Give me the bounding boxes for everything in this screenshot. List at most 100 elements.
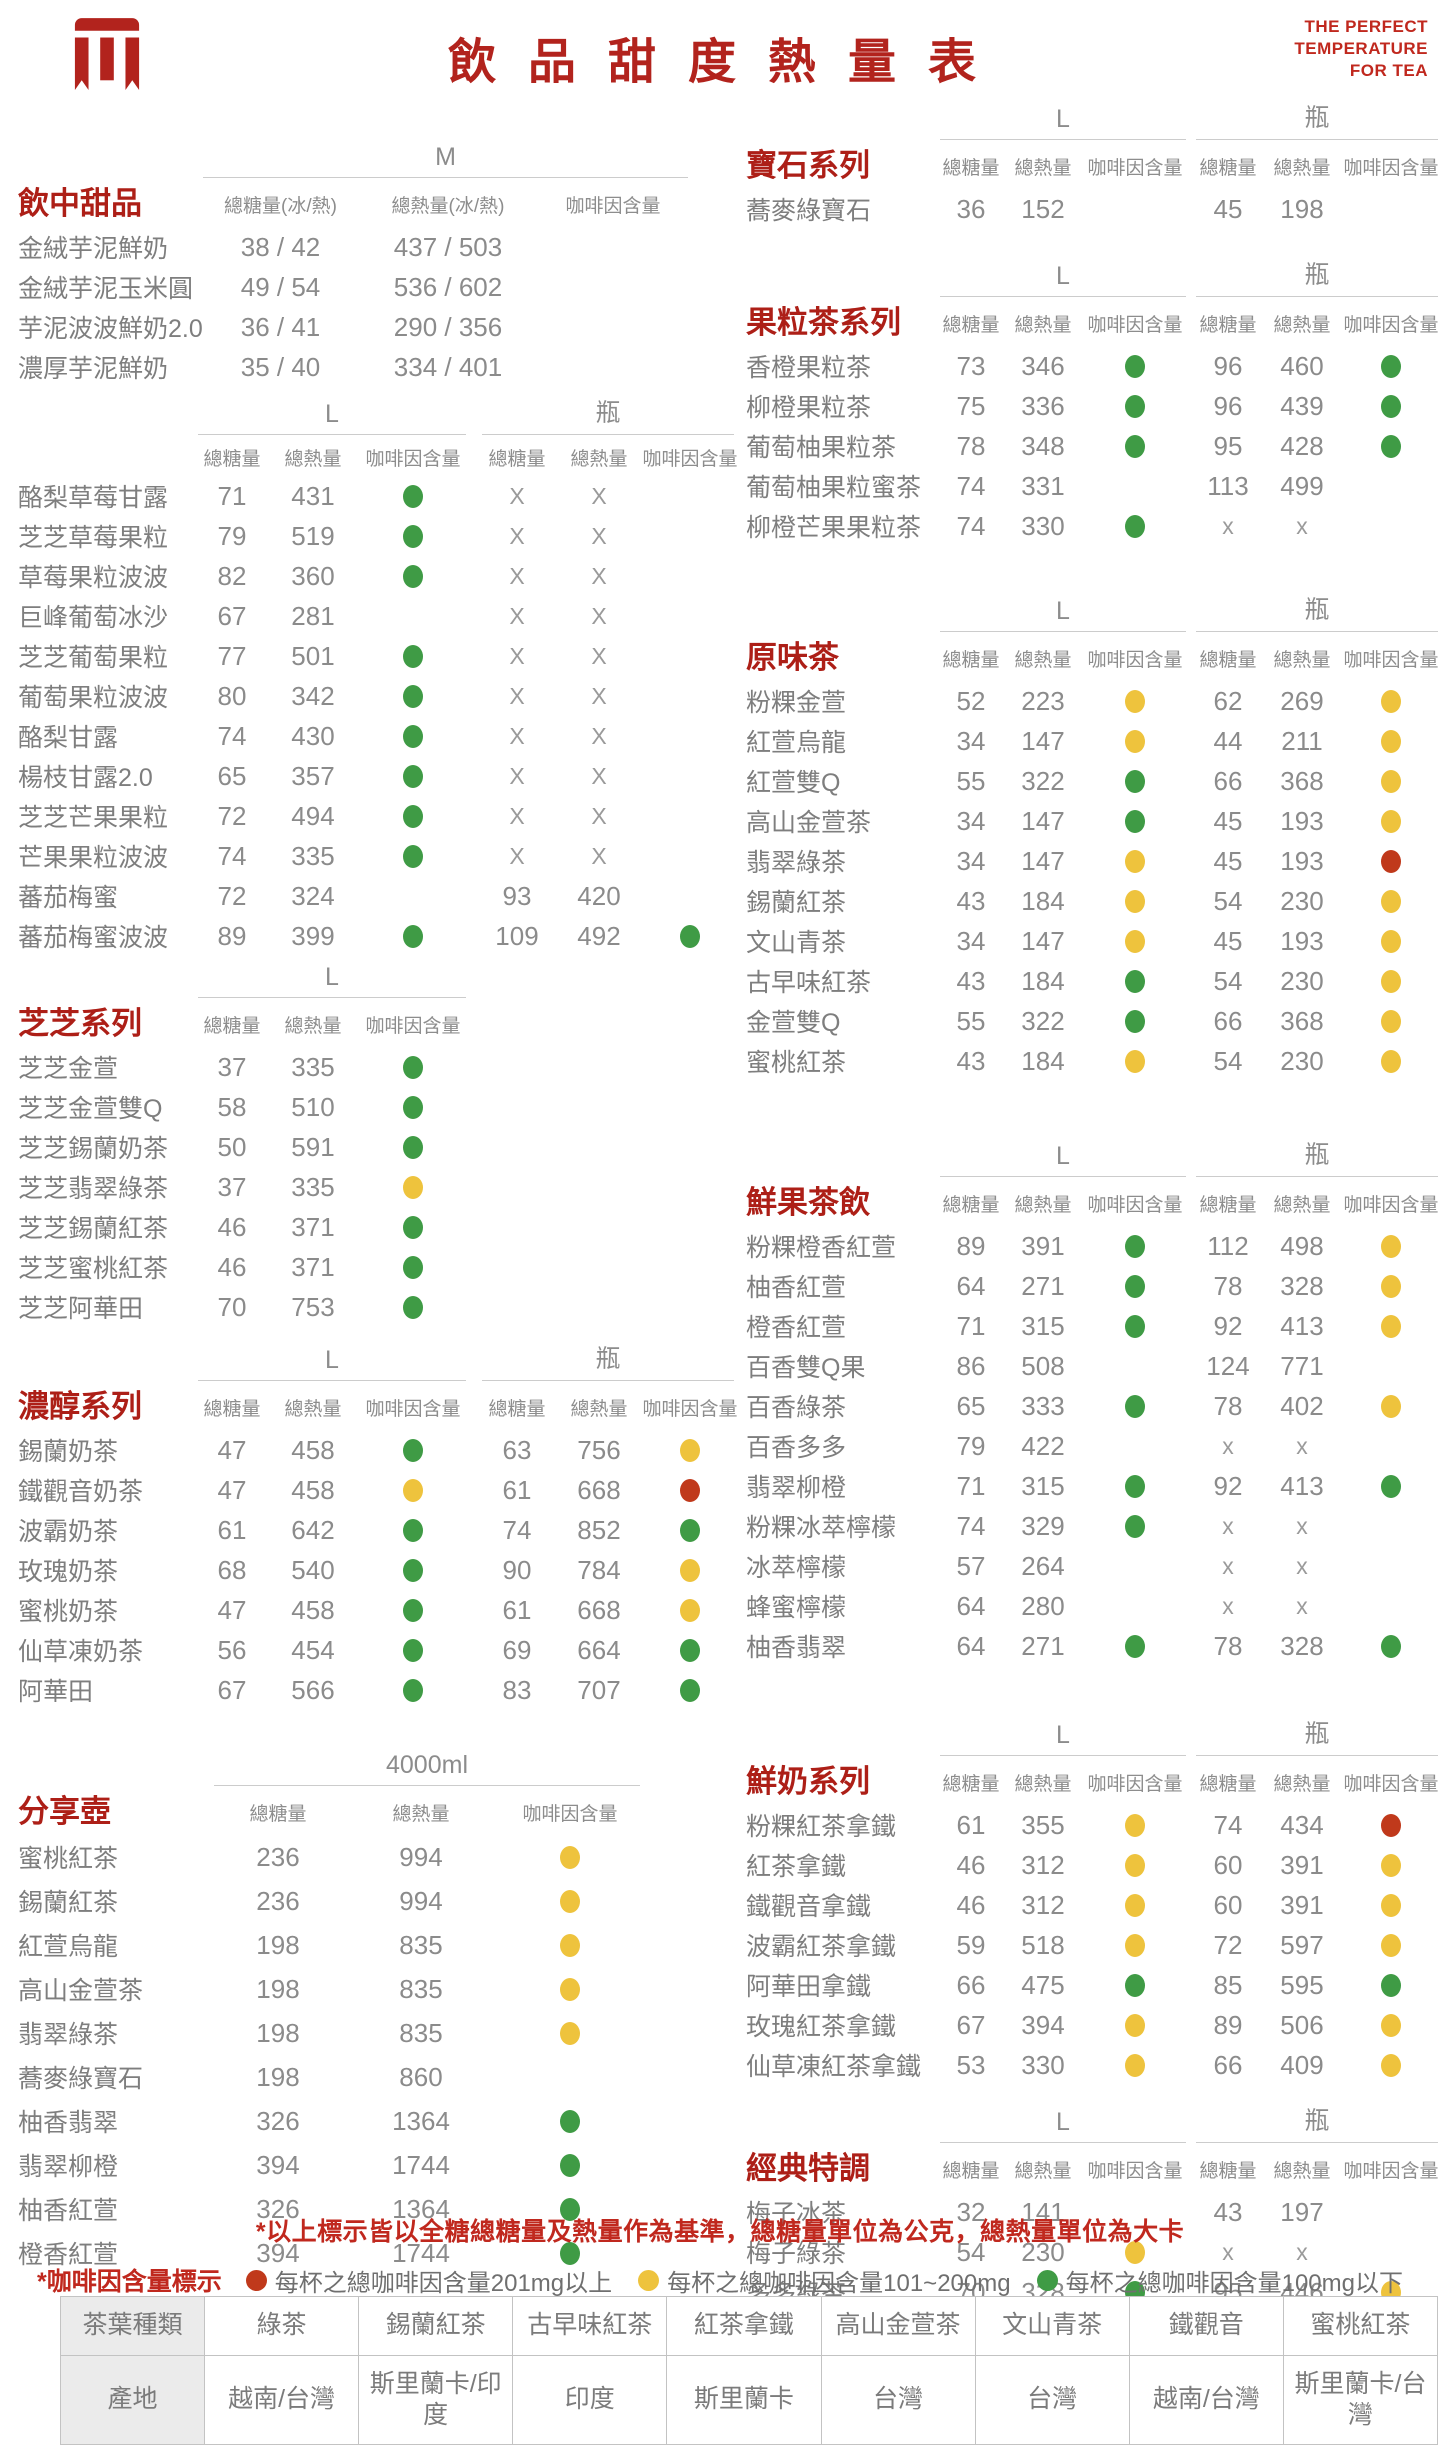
item-name: 錫蘭紅茶: [746, 889, 847, 917]
caffeine-dot-yellow-icon: [1381, 1234, 1401, 1258]
sugar-value: X: [509, 842, 525, 869]
caffeine-cell: [360, 1207, 466, 1247]
caffeine-cell: [1084, 1266, 1186, 1306]
calorie-value: x: [1296, 1592, 1308, 1619]
sugar-value: 72: [217, 800, 247, 831]
size-label: L: [940, 594, 1186, 632]
sugar-value: 78: [1213, 1630, 1243, 1661]
origin-row-header: 茶葉種類: [61, 2297, 204, 2355]
item-name: 草莓果粒波波: [18, 564, 169, 592]
caffeine-dot-green-icon: [560, 2197, 580, 2221]
caffeine-dot-red-icon: [245, 2269, 267, 2291]
calorie-value: 211: [1281, 725, 1323, 756]
sugar-value: 75: [956, 390, 986, 421]
calorie-value: 335: [291, 1171, 335, 1202]
caffeine-dot-yellow-icon: [638, 2269, 660, 2291]
section-title: 分享壺: [18, 1794, 111, 1829]
item-name: 波霸紅茶拿鐵: [746, 1933, 897, 1961]
calorie-value: 333: [1021, 1390, 1065, 1421]
section-grid: L 芝芝系列 總糖量 總熱量 咖啡因含量 芝芝金萱 37 335 芝芝金萱雙Q 58 510 芝芝錫蘭…: [18, 960, 734, 1327]
caffeine-cell: [360, 716, 466, 756]
caffeine-dot-green-icon: [403, 564, 423, 588]
sugar-value: 65: [956, 1390, 986, 1421]
item-name: 梅子冰茶: [746, 2200, 847, 2228]
column-header: 咖啡因含量: [522, 1804, 618, 1825]
item-name: 仙草凍紅茶拿鐵: [746, 2053, 922, 2081]
calorie-value: 147: [1021, 925, 1065, 956]
caffeine-cell: [1084, 466, 1186, 506]
sugar-value: 35 / 40: [240, 351, 321, 382]
caffeine-cell: [1344, 1965, 1438, 2005]
origin-cell: 越南/台灣: [1129, 2356, 1283, 2444]
sugar-value: 67: [217, 1674, 247, 1705]
calorie-value: 413: [1280, 1310, 1324, 1341]
calorie-value: 413: [1280, 1470, 1324, 1501]
section-grid: L 瓶總糖量 總熱量 咖啡因含量 總糖量 總熱量 咖啡因含量 酪梨草莓甘露 71 431 X X 芝芝草…: [18, 397, 738, 956]
calorie-value: 197: [1280, 2196, 1324, 2227]
sugar-value: 61: [956, 1809, 986, 1840]
legend-text: 每杯之總咖啡因含量101~200mg: [667, 2269, 1011, 2297]
caffeine-dot-green-icon: [680, 1678, 700, 1702]
item-name: 紅茶拿鐵: [746, 1853, 847, 1881]
sugar-value: 93: [502, 880, 532, 911]
sugar-value: 394: [256, 2237, 300, 2268]
column-header: 咖啡因含量: [1087, 650, 1183, 671]
sugar-calorie-basis-note: *以上標示皆以全糖總糖量及熱量作為基準，總糖量單位為公克，總熱量單位為大卡: [255, 2218, 1185, 2246]
caffeine-dot-green-icon: [403, 1255, 423, 1279]
origin-cell: 文山青茶: [975, 2297, 1129, 2355]
item-name: 百香多多: [746, 1434, 847, 1462]
calorie-value: 668: [577, 1594, 621, 1625]
caffeine-dot-green-icon: [403, 1215, 423, 1239]
sugar-value: 72: [217, 880, 247, 911]
sugar-value: 89: [1213, 2009, 1243, 2040]
calorie-value: 409: [1280, 2049, 1324, 2080]
caffeine-cell: [360, 1287, 466, 1327]
sugar-value: 49 / 54: [240, 271, 321, 302]
caffeine-dot-red-icon: [1381, 1813, 1401, 1837]
sugar-value: 69: [502, 1634, 532, 1665]
caffeine-cell: [1344, 841, 1438, 881]
calorie-value: x: [1296, 1432, 1308, 1459]
item-name: 橙香紅萱: [18, 2241, 119, 2269]
item-name: 巨峰葡萄冰沙: [18, 604, 169, 632]
caffeine-cell: [1084, 346, 1186, 386]
caffeine-dot-green-icon: [403, 804, 423, 828]
item-name: 柚香翡翠: [18, 2109, 119, 2137]
sugar-value: X: [509, 482, 525, 509]
calorie-value: 330: [1021, 510, 1065, 541]
column-header: 總熱量: [1014, 315, 1072, 336]
sugar-value: 71: [217, 480, 247, 511]
calorie-value: 460: [1280, 350, 1324, 381]
sugar-value: 78: [1213, 1390, 1243, 1421]
caffeine-dot-yellow-icon: [560, 1977, 580, 2001]
calorie-value: X: [591, 482, 607, 509]
sugar-value: 46: [217, 1211, 247, 1242]
page-title: 飲品甜度熱量表: [447, 36, 1009, 89]
caffeine-cell: [500, 2011, 640, 2055]
column-header: 總熱量: [1273, 650, 1331, 671]
caffeine-cell: [1084, 189, 1186, 229]
calorie-value: 348: [1021, 430, 1065, 461]
caffeine-dot-green-icon: [1125, 769, 1145, 793]
calorie-value: 399: [291, 920, 335, 951]
caffeine-dot-yellow-icon: [680, 1598, 700, 1622]
calorie-value: 508: [1021, 1350, 1065, 1381]
item-name: 柳橙果粒茶: [746, 394, 872, 422]
caffeine-cell: [500, 1879, 640, 1923]
caffeine-cell: [1084, 841, 1186, 881]
column-header: 咖啡因含量: [1087, 1774, 1183, 1795]
caffeine-dot-green-icon: [1125, 1394, 1145, 1418]
sugar-value: x: [1222, 1592, 1234, 1619]
origin-cell: 錫蘭紅茶: [359, 2297, 513, 2355]
caffeine-dot-yellow-icon: [1125, 1813, 1145, 1837]
menu-section: M 飲中甜品 總糖量(冰/熱) 總熱量(冰/熱) 咖啡因含量 金絨芋泥鮮奶 38 / 42 4…: [18, 140, 734, 387]
origin-row-header: 產地: [61, 2356, 204, 2444]
item-name: 古早味紅茶: [746, 969, 872, 997]
caffeine-dot-red-icon: [1381, 849, 1401, 873]
caffeine-cell: [360, 1247, 466, 1287]
sugar-value: 54: [1213, 885, 1243, 916]
calorie-value: 336: [1021, 390, 1065, 421]
sugar-value: 45: [1213, 805, 1243, 836]
item-name: 蜜桃紅茶: [18, 1845, 119, 1873]
